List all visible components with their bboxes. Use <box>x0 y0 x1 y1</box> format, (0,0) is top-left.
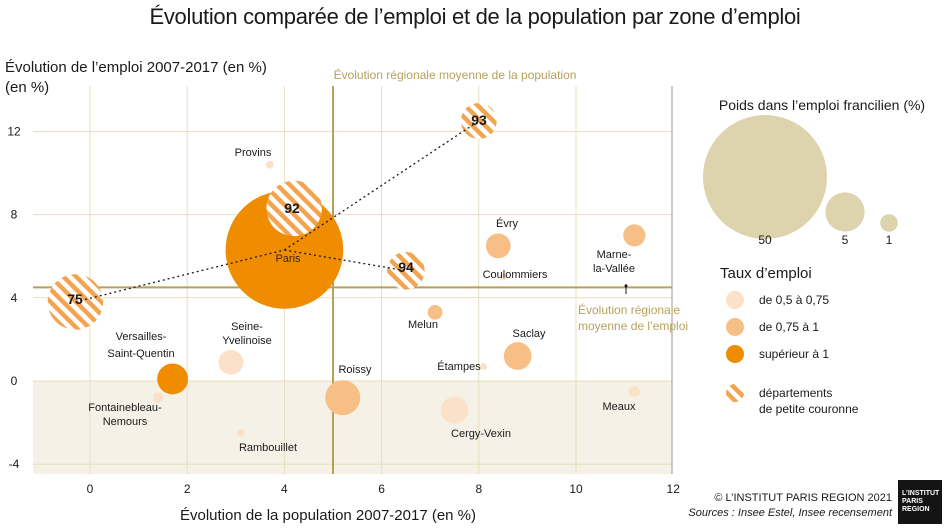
x-tick-label: 10 <box>569 482 583 496</box>
point-label: Étampes <box>437 360 481 373</box>
y-axis-title: Évolution de l’emploi 2007-2017 (en %) <box>5 59 267 76</box>
bubble-coulommiers <box>499 273 507 281</box>
y-tick-label: 4 <box>11 291 18 305</box>
point-label: Melun <box>408 319 438 331</box>
population-average-label: Évolution régionale moyenne de la popula… <box>334 67 577 82</box>
point-label: 92 <box>284 200 300 216</box>
rate-legend-label: de petite couronne <box>759 402 859 416</box>
y-tick-label: 8 <box>11 208 18 222</box>
y-tick-label: 12 <box>7 124 21 138</box>
point-label: Paris <box>275 253 301 265</box>
logo-line-3: REGION <box>902 506 930 513</box>
point-label: Saclay <box>512 328 546 340</box>
point-label: Meaux <box>602 401 636 413</box>
bubble-92 <box>266 180 322 237</box>
connector-line <box>75 249 285 303</box>
bubble-seine-yvelinoise <box>218 349 244 375</box>
size-legend-circle <box>703 115 827 239</box>
bubble-marne-la-vall-e <box>623 224 646 247</box>
bubble-roissy <box>325 380 361 416</box>
x-tick-label: 6 <box>378 482 385 496</box>
y-tick-label: -4 <box>9 457 20 471</box>
employment-average-label-1: Évolution régionale <box>578 302 680 317</box>
y-axis-title-unit: (en %) <box>5 79 49 96</box>
size-legend-circle <box>825 192 865 232</box>
connector-line <box>284 249 407 272</box>
point-label: Fontainebleau- <box>88 402 162 414</box>
bubble--vry <box>485 233 511 259</box>
connector-line <box>284 120 480 251</box>
point-label: Marne- <box>597 249 632 261</box>
bubble-94 <box>387 251 425 290</box>
size-legend-value: 5 <box>842 233 849 247</box>
rate-legend-title: Taux d’emploi <box>720 265 812 282</box>
rate-legend-label: de 0,5 à 0,75 <box>759 293 829 307</box>
rate-legend-swatch-dept <box>726 384 744 402</box>
rate-legend-swatch-mid <box>726 318 744 336</box>
sources-text: Sources : Insee Estel, Insee recensement <box>688 507 892 519</box>
point-label: Cergy-Vexin <box>451 428 511 440</box>
employment-average-label-2: moyenne de l’emploi <box>578 319 688 333</box>
size-legend-circle <box>880 214 898 232</box>
x-tick-label: 0 <box>87 482 94 496</box>
point-label: 93 <box>471 112 487 128</box>
rate-legend-swatch-low <box>726 291 744 309</box>
size-legend-value: 50 <box>758 233 772 247</box>
x-axis-title: Évolution de la population 2007-2017 (en… <box>180 507 476 524</box>
point-label: Provins <box>235 147 272 159</box>
institut-logo: L’INSTITUT PARIS REGION <box>898 480 942 524</box>
bubble--tampes <box>480 363 488 370</box>
size-legend-value: 1 <box>886 233 893 247</box>
chart-title: Évolution comparée de l’emploi et de la … <box>149 4 801 29</box>
logo-line-1: L’INSTITUT <box>902 490 940 497</box>
marne-pointer-dot <box>624 284 628 288</box>
x-tick-label: 12 <box>667 482 681 496</box>
logo-line-2: PARIS <box>902 498 923 505</box>
point-label: Versailles- <box>116 331 167 343</box>
point-label: 94 <box>398 259 414 275</box>
rate-legend-swatch-high <box>726 345 744 363</box>
point-label: Yvelinoise <box>222 335 272 347</box>
point-label: 75 <box>67 291 83 307</box>
point-label: Rambouillet <box>239 442 297 454</box>
x-tick-label: 2 <box>184 482 191 496</box>
bubble-saclay <box>503 342 532 370</box>
y-tick-label: 0 <box>11 374 18 388</box>
bubble-75 <box>47 274 104 330</box>
size-legend-title: Poids dans l’emploi francilien (%) <box>719 97 925 113</box>
bubble-fontainebleau-nemours <box>152 392 164 403</box>
point-label: Seine- <box>231 321 263 333</box>
point-label: Roissy <box>338 364 372 376</box>
bubble-93 <box>460 103 497 139</box>
point-label: Évry <box>496 217 519 230</box>
point-label: la-Vallée <box>593 263 635 275</box>
bubble-melun <box>427 305 443 320</box>
bubble-cergy-vexin <box>440 396 469 424</box>
bubble-versailles-saint-quentin <box>157 363 189 395</box>
point-label: Saint-Quentin <box>107 348 174 360</box>
rate-legend-label: de 0,75 à 1 <box>759 320 819 334</box>
copyright-text: © L’INSTITUT PARIS REGION 2021 <box>714 492 892 504</box>
bubble-provins <box>265 160 274 169</box>
bubble-rambouillet <box>236 429 245 437</box>
point-label: Coulommiers <box>483 269 548 281</box>
x-tick-label: 8 <box>475 482 482 496</box>
rate-legend-label: départements <box>759 386 832 400</box>
rate-legend-label: supérieur à 1 <box>759 347 829 361</box>
bubble-meaux <box>628 385 640 397</box>
x-tick-label: 4 <box>281 482 288 496</box>
point-label: Nemours <box>103 416 148 428</box>
